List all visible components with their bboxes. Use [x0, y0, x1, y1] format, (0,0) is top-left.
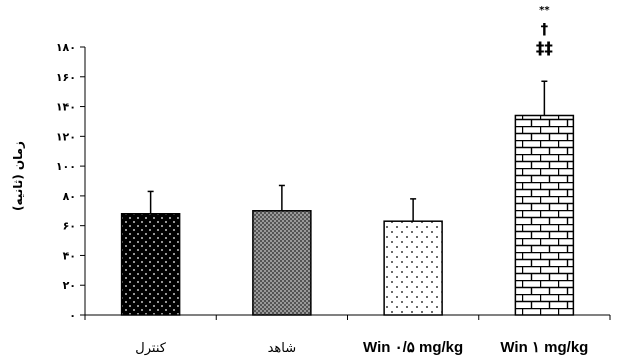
x-category-label: Win ۰/۵ mg/kg [363, 339, 463, 356]
bar [252, 210, 312, 316]
axes: ٠ ٢٠ ۴٠ ۶٠ ٨٠ ١٠٠ ١٢٠ ١۴٠ ١۶٠ ١٨٠ [56, 41, 611, 322]
y-tick-label: ٨٠ [63, 190, 76, 203]
y-tick-label: ٠ [69, 309, 76, 322]
bars [120, 114, 575, 316]
x-category-label: Win ۱ mg/kg [500, 339, 588, 356]
y-tick-label: ۴٠ [63, 249, 76, 262]
x-category-label: شاهد [268, 341, 297, 356]
y-tick-label: ١٠٠ [56, 160, 76, 173]
y-axis-label: زمان (ثانیه) [11, 141, 25, 211]
x-category-label: کنترل [135, 341, 166, 356]
significance-mark: ** [539, 5, 550, 16]
significance-mark: ‡‡ [536, 39, 553, 59]
bar [514, 114, 575, 316]
y-tick-label: ١۴٠ [56, 101, 76, 114]
y-tick-label: ١٨٠ [56, 41, 76, 54]
labels: زمان (ثانیه) کنترل شاهد Win ۰/۵ mg/kg Win ۱ … [11, 5, 588, 356]
y-tick-label: ١۶٠ [56, 71, 76, 84]
error-bars [147, 80, 548, 222]
bar [383, 220, 443, 316]
y-tick-label: ۶٠ [63, 220, 76, 233]
bar [120, 213, 181, 316]
significance-mark: † [541, 20, 549, 38]
y-tick-label: ١٢٠ [56, 130, 76, 143]
y-tick-label: ٢٠ [63, 279, 76, 292]
